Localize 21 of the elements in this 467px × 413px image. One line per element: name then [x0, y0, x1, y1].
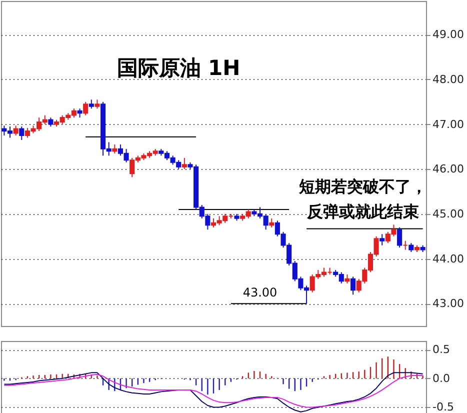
y-tick-label: 49.00 — [432, 28, 464, 42]
annotation: 短期若突破不了， — [298, 177, 427, 196]
annotation: 反弹或就此结束 — [306, 202, 419, 221]
y-tick-label: 44.00 — [432, 252, 464, 266]
candlestick — [350, 276, 356, 296]
y-tick-label: 45.00 — [432, 207, 464, 220]
text: 国际原油 1H — [116, 56, 240, 80]
candlestick — [19, 126, 24, 140]
y-tick-label: 43.00 — [432, 297, 464, 310]
candlestick — [13, 125, 18, 136]
candlestick — [83, 101, 88, 116]
y-tick-label: -0.5 — [432, 400, 454, 413]
candlestick — [380, 234, 385, 246]
y-tick-label: 0.0 — [432, 372, 450, 385]
candlestick — [397, 226, 402, 248]
y-tick-label: 48.00 — [432, 72, 464, 86]
y-tick-label: 46.00 — [432, 162, 464, 176]
y-tick-label: 47.00 — [432, 118, 464, 131]
candlestick — [182, 157, 187, 170]
y-tick-label: 0.5 — [432, 343, 450, 356]
annotation: 43.00 — [242, 286, 278, 300]
